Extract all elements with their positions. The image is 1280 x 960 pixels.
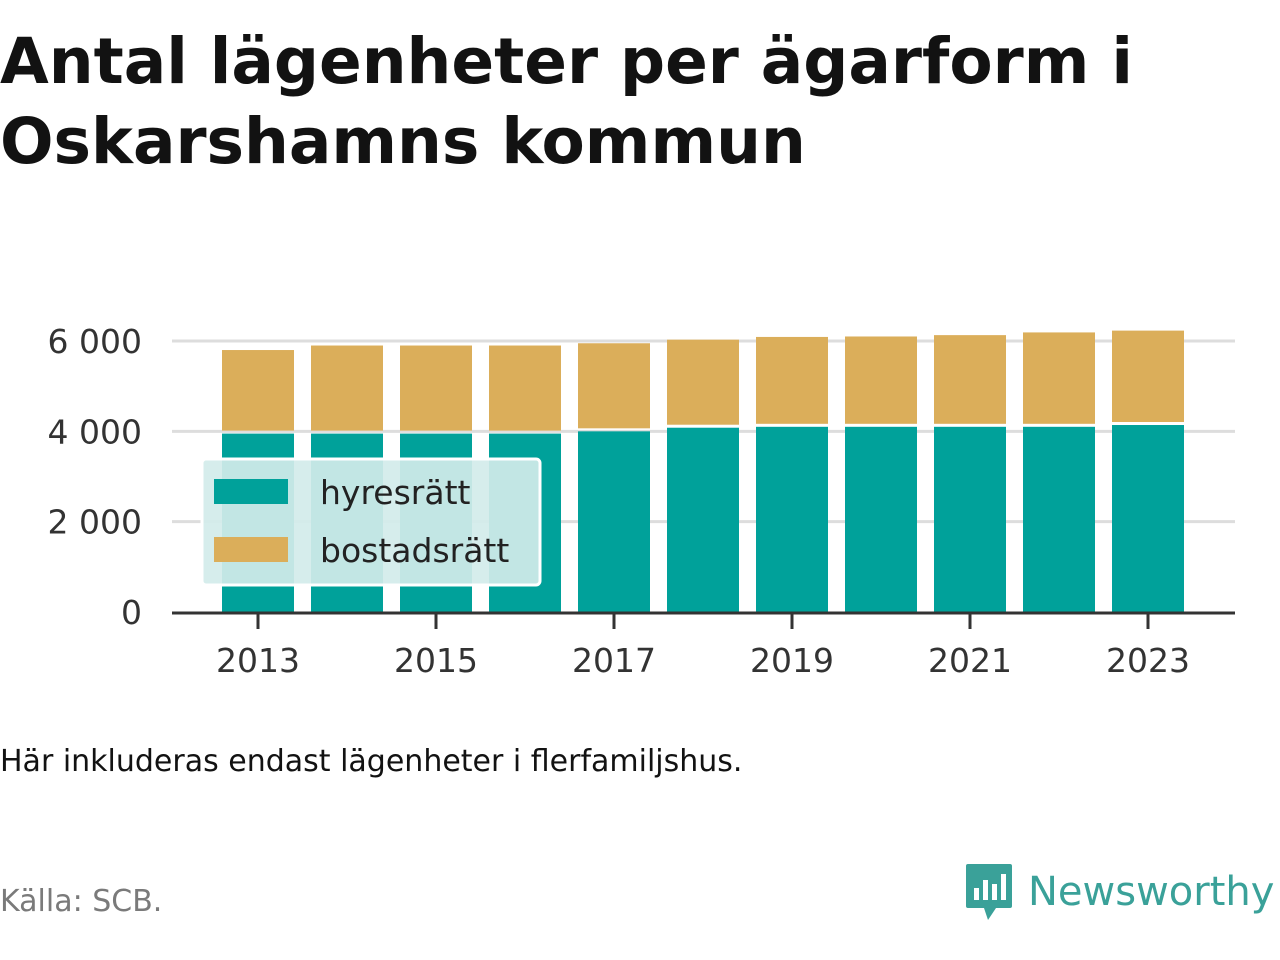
- x-tick-label: 2023: [1106, 641, 1190, 680]
- axis-layer: 0 2 000 4 000 6 000 2013 2015 2017 2019 2021 2023: [48, 322, 1235, 680]
- brand-name: Newsworthy: [1028, 869, 1275, 915]
- bar-bostadsratt-2019: [756, 336, 828, 424]
- newsworthy-logo-icon: [966, 864, 1012, 920]
- legend-swatch-hyresratt: [214, 479, 288, 504]
- bar-bostadsratt-2017: [578, 343, 650, 429]
- bar-hyresratt-2021: [934, 426, 1006, 612]
- bar-hyresratt-2020: [845, 426, 917, 612]
- y-tick-label: 2 000: [48, 503, 142, 542]
- y-tick-label: 0: [121, 593, 142, 632]
- source-text: Källa: SCB.: [0, 884, 163, 919]
- bar-hyresratt-2023: [1112, 425, 1184, 612]
- x-tick-label: 2021: [928, 641, 1012, 680]
- y-tick-label: 6 000: [48, 322, 142, 361]
- bar-hyresratt-2017: [578, 431, 650, 612]
- x-tick-label: 2013: [216, 641, 300, 680]
- bar-bostadsratt-2013: [222, 350, 294, 431]
- bar-bostadsratt-2014: [311, 345, 383, 431]
- legend-label-bostadsratt: bostadsrätt: [320, 531, 509, 570]
- brand-logo: Newsworthy: [964, 862, 1274, 922]
- chart-note: Här inkluderas endast lägenheter i flerf…: [0, 744, 743, 779]
- x-tick-label: 2017: [572, 641, 656, 680]
- legend-label-hyresratt: hyresrätt: [320, 473, 471, 512]
- bar-bostadsratt-2022: [1023, 332, 1095, 424]
- bar-bostadsratt-2015: [400, 345, 472, 431]
- y-tick-label: 4 000: [48, 412, 142, 451]
- x-tick-label: 2015: [394, 641, 478, 680]
- bar-hyresratt-2022: [1023, 426, 1095, 612]
- chart-title: Antal lägenheter per ägarform i Oskarsha…: [0, 25, 1133, 178]
- x-tick-label: 2019: [750, 641, 834, 680]
- legend: hyresrätt bostadsrätt: [200, 457, 542, 587]
- bar-hyresratt-2019: [756, 426, 828, 612]
- legend-swatch-bostadsratt: [214, 537, 288, 562]
- bar-bostadsratt-2021: [934, 335, 1006, 424]
- bar-bostadsratt-2023: [1112, 330, 1184, 423]
- bar-bostadsratt-2016: [489, 345, 561, 431]
- stacked-bar-chart: 0 2 000 4 000 6 000 2013 2015 2017 2019 2021 2023…: [48, 322, 1235, 680]
- bar-hyresratt-2018: [667, 427, 739, 612]
- bar-bostadsratt-2020: [845, 336, 917, 424]
- bar-bostadsratt-2018: [667, 339, 739, 425]
